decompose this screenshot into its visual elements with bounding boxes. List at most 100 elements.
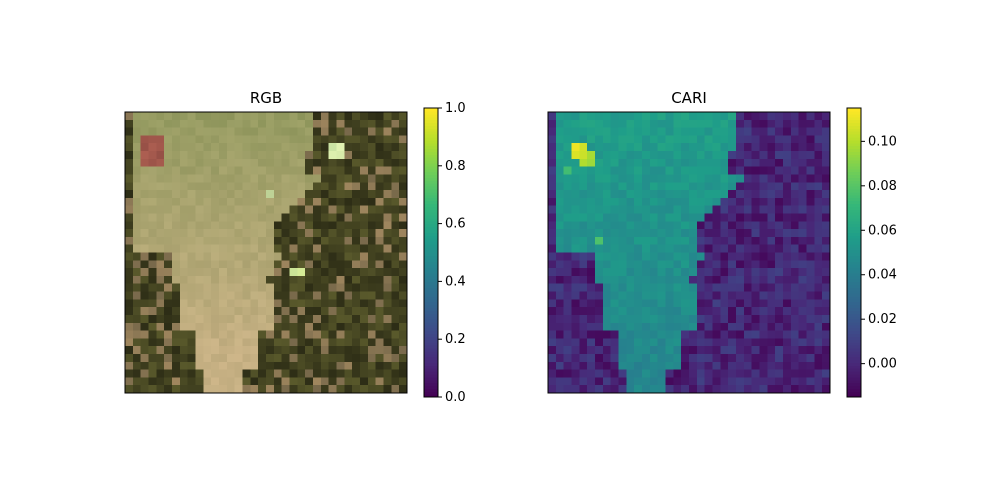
- pixel-cell: [156, 119, 165, 129]
- pixel-cell: [391, 283, 400, 293]
- pixel-cell: [720, 338, 729, 347]
- pixel-cell: [219, 197, 228, 207]
- pixel-cell: [187, 213, 197, 222]
- pixel-cell: [728, 229, 737, 238]
- pixel-cell: [743, 151, 753, 160]
- pixel-cell: [156, 112, 165, 121]
- pixel-cell: [242, 197, 251, 207]
- pixel-cell: [125, 151, 134, 160]
- pixel-cell: [320, 283, 330, 293]
- colorbar-step: [847, 131, 861, 135]
- pixel-cell: [125, 244, 134, 254]
- pixel-cell: [665, 314, 674, 324]
- pixel-cell: [657, 112, 667, 121]
- pixel-cell: [618, 174, 627, 183]
- pixel-cell: [806, 197, 815, 207]
- pixel-cell: [587, 283, 596, 293]
- pixel-cell: [642, 291, 651, 300]
- pixel-cell: [187, 260, 197, 269]
- pixel-cell: [172, 197, 181, 207]
- pixel-cell: [689, 283, 698, 293]
- pixel-cell: [211, 112, 220, 121]
- pixel-cell: [814, 190, 823, 199]
- pixel-cell: [767, 283, 776, 293]
- pixel-cell: [211, 135, 220, 144]
- pixel-cell: [806, 260, 815, 269]
- pixel-cell: [172, 143, 181, 152]
- pixel-cell: [571, 229, 580, 238]
- pixel-cell: [579, 346, 588, 355]
- pixel-cell: [140, 221, 150, 230]
- pixel-cell: [258, 299, 267, 308]
- pixel-cell: [391, 143, 400, 152]
- pixel-cell: [367, 112, 377, 121]
- pixel-cell: [790, 260, 800, 269]
- pixel-cell: [563, 197, 573, 207]
- pixel-cell: [806, 213, 815, 222]
- pixel-cell: [767, 205, 776, 215]
- pixel-cell: [250, 385, 259, 394]
- pixel-cell: [728, 174, 737, 183]
- pixel-cell: [783, 330, 792, 339]
- pixel-cell: [250, 135, 259, 144]
- pixel-cell: [602, 260, 612, 269]
- pixel-cell: [313, 221, 322, 230]
- pixel-cell: [657, 377, 667, 386]
- pixel-cell: [328, 291, 338, 300]
- pixel-cell: [610, 221, 620, 230]
- pixel-cell: [399, 244, 408, 254]
- pixel-cell: [328, 275, 338, 285]
- colorbar-step: [847, 157, 861, 161]
- pixel-cell: [281, 119, 291, 129]
- pixel-cell: [399, 322, 408, 332]
- pixel-cell: [790, 353, 800, 363]
- colorbar-step: [847, 252, 861, 256]
- colorbar-step: [424, 356, 438, 361]
- pixel-cell: [226, 112, 236, 121]
- pixel-cell: [125, 205, 134, 215]
- pixel-cell: [383, 291, 392, 300]
- pixel-cell: [767, 135, 776, 144]
- pixel-cell: [602, 369, 612, 378]
- pixel-cell: [610, 291, 620, 300]
- pixel-cell: [399, 353, 408, 363]
- pixel-cell: [579, 158, 588, 168]
- pixel-cell: [242, 205, 251, 215]
- pixel-cell: [759, 119, 768, 129]
- pixel-cell: [320, 127, 330, 137]
- pixel-cell: [712, 338, 721, 347]
- pixel-cell: [743, 252, 753, 261]
- pixel-cell: [555, 353, 565, 363]
- pixel-cell: [822, 353, 831, 363]
- pixel-cell: [219, 205, 228, 215]
- pixel-cell: [328, 182, 338, 191]
- pixel-cell: [226, 322, 236, 332]
- pixel-cell: [132, 268, 142, 277]
- pixel-cell: [673, 353, 682, 363]
- pixel-cell: [642, 119, 651, 129]
- pixel-cell: [626, 268, 635, 277]
- pixel-cell: [704, 353, 714, 363]
- pixel-cell: [571, 330, 580, 339]
- pixel-cell: [242, 221, 251, 230]
- pixel-cell: [595, 197, 604, 207]
- pixel-cell: [673, 307, 682, 316]
- pixel-cell: [649, 119, 659, 129]
- pixel-cell: [132, 119, 142, 129]
- pixel-cell: [352, 322, 361, 332]
- pixel-cell: [642, 143, 651, 152]
- pixel-cell: [219, 260, 228, 269]
- pixel-cell: [822, 330, 831, 339]
- pixel-cell: [595, 143, 604, 152]
- pixel-cell: [618, 283, 627, 293]
- pixel-cell: [195, 338, 204, 347]
- pixel-cell: [320, 307, 330, 316]
- pixel-cell: [148, 112, 157, 121]
- pixel-cell: [399, 205, 408, 215]
- pixel-cell: [673, 385, 682, 394]
- pixel-cell: [203, 299, 212, 308]
- pixel-cell: [822, 182, 831, 191]
- pixel-cell: [391, 166, 400, 176]
- pixel-cell: [266, 190, 275, 199]
- pixel-cell: [305, 314, 314, 324]
